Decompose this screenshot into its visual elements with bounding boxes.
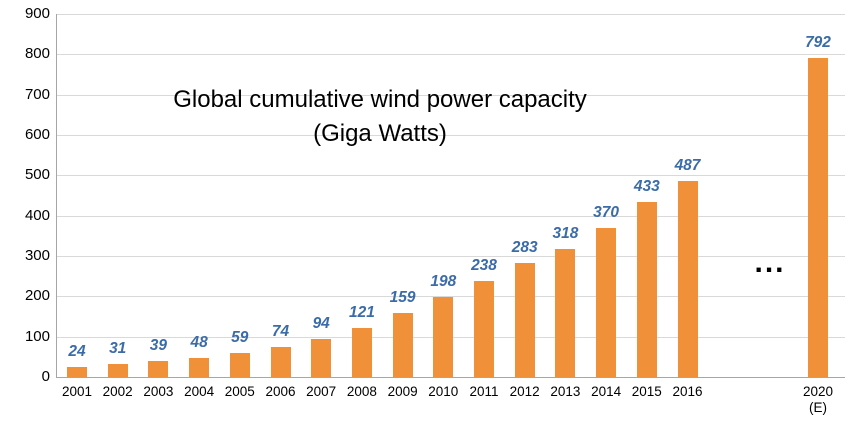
gridline xyxy=(56,215,845,217)
y-tick-label: 700 xyxy=(24,85,50,103)
bar xyxy=(555,248,576,377)
x-tick-label: 2010 xyxy=(428,384,459,399)
bar-value-label: 370 xyxy=(593,203,620,221)
gap-marker-ellipsis: ... xyxy=(754,246,786,279)
bar-value-label: 283 xyxy=(511,238,538,256)
x-axis-line xyxy=(56,377,845,378)
gridline xyxy=(56,296,845,298)
bar-value-label: 487 xyxy=(674,156,701,174)
y-axis-line xyxy=(56,14,57,377)
y-tick-label: 500 xyxy=(24,166,50,184)
x-tick-label: 2008 xyxy=(346,384,377,399)
x-tick-label: 2016 xyxy=(672,384,703,399)
bar-value-label: 59 xyxy=(231,329,249,347)
x-tick-label: 2011 xyxy=(469,384,499,399)
bar xyxy=(596,227,617,377)
x-tick-label: 2020 xyxy=(802,384,834,399)
chart-subtitle: (Giga Watts) xyxy=(313,120,447,147)
x-tick-label: 2013 xyxy=(550,384,581,399)
y-tick-label: 400 xyxy=(24,206,50,224)
x-tick-label: 2002 xyxy=(102,384,133,399)
bar-value-label: 238 xyxy=(471,257,497,274)
x-tick-label: 2005 xyxy=(224,384,255,399)
y-tick-label: 100 xyxy=(24,327,50,345)
gridline xyxy=(56,135,845,136)
x-tick-label: 2003 xyxy=(143,384,174,399)
bar xyxy=(270,347,291,377)
bar xyxy=(189,357,210,377)
bar xyxy=(808,57,828,377)
bar-value-label: 39 xyxy=(149,337,168,355)
bar-value-label: 31 xyxy=(109,340,127,358)
x-tick-label-suffix: (E) xyxy=(809,400,827,415)
bar-value-label: 121 xyxy=(348,304,375,322)
y-tick-label: 0 xyxy=(41,368,50,385)
y-tick-label: 900 xyxy=(24,5,50,22)
gridline xyxy=(56,175,845,177)
bar xyxy=(67,367,87,377)
bar-value-label: 159 xyxy=(389,288,416,306)
bar xyxy=(148,361,169,377)
bar xyxy=(514,262,535,377)
chart-title: Global cumulative wind power capacity xyxy=(173,86,587,113)
bar xyxy=(636,202,657,377)
bar xyxy=(229,353,250,377)
bar-value-label: 433 xyxy=(633,178,660,196)
bar-value-label: 318 xyxy=(552,224,579,242)
bar xyxy=(677,180,698,377)
bar-value-label: 48 xyxy=(190,333,208,351)
bar xyxy=(474,281,494,377)
x-tick-label: 2014 xyxy=(591,384,622,399)
y-tick-label: 600 xyxy=(24,126,50,143)
gridline xyxy=(56,94,845,96)
bar xyxy=(433,297,454,377)
bar xyxy=(351,328,372,377)
bar-value-label: 74 xyxy=(271,323,290,341)
bar xyxy=(392,312,413,377)
x-tick-label: 2009 xyxy=(387,384,418,399)
gridline xyxy=(56,54,845,56)
y-tick-label: 200 xyxy=(24,287,50,305)
y-tick-label: 800 xyxy=(24,45,50,63)
x-tick-label: 2007 xyxy=(306,384,337,399)
bar-value-label: 198 xyxy=(430,273,457,291)
bar-value-label: 94 xyxy=(312,315,330,333)
gridline xyxy=(56,14,845,15)
bar-value-label: 24 xyxy=(68,343,86,361)
x-tick-label: 2015 xyxy=(631,384,662,399)
x-tick-label: 2012 xyxy=(509,384,540,399)
bar-value-label: 792 xyxy=(805,33,831,51)
y-tick-label: 300 xyxy=(24,247,50,264)
bar xyxy=(311,339,332,377)
x-tick-label: 2006 xyxy=(265,384,296,399)
x-tick-label: 2001 xyxy=(61,384,93,399)
x-tick-label: 2004 xyxy=(184,384,215,399)
bar xyxy=(107,364,128,377)
gridline xyxy=(56,256,845,257)
